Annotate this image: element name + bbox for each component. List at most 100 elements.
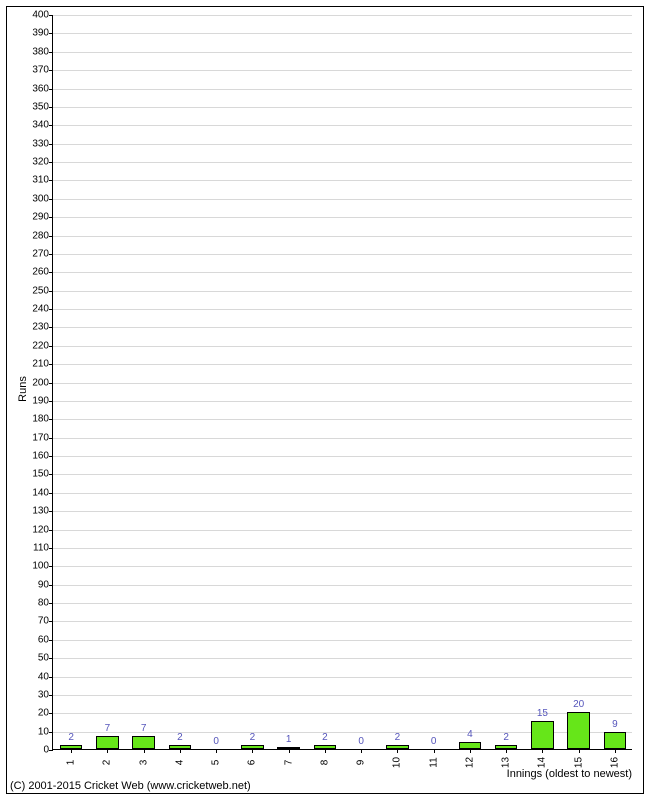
y-tick-label: 330: [32, 138, 49, 149]
x-tick-mark: [252, 749, 253, 753]
y-tick-mark: [49, 401, 53, 402]
y-tick-label: 270: [32, 248, 49, 259]
grid-line: [53, 640, 632, 641]
y-tick-label: 160: [32, 451, 49, 462]
y-tick-label: 370: [32, 65, 49, 76]
x-tick-label: 8: [319, 760, 330, 766]
x-tick-label: 13: [501, 757, 512, 768]
bar-value-label: 0: [431, 736, 437, 747]
y-tick-mark: [49, 327, 53, 328]
x-tick-label: 12: [464, 757, 475, 768]
grid-line: [53, 89, 632, 90]
y-tick-mark: [49, 107, 53, 108]
y-tick-mark: [49, 125, 53, 126]
y-tick-label: 110: [33, 542, 49, 553]
x-tick-label: 9: [356, 760, 367, 766]
y-tick-mark: [49, 474, 53, 475]
bar: [459, 742, 481, 749]
bar-value-label: 0: [213, 736, 219, 747]
y-tick-mark: [49, 658, 53, 659]
y-tick-mark: [49, 199, 53, 200]
y-tick-mark: [49, 621, 53, 622]
y-tick-label: 350: [32, 101, 49, 112]
y-tick-label: 50: [38, 653, 49, 664]
x-tick-label: 15: [573, 757, 584, 768]
bar: [96, 736, 118, 749]
y-tick-label: 320: [32, 157, 49, 168]
y-tick-mark: [49, 346, 53, 347]
y-tick-mark: [49, 695, 53, 696]
y-tick-mark: [49, 511, 53, 512]
y-tick-mark: [49, 493, 53, 494]
y-tick-label: 60: [38, 634, 49, 645]
grid-line: [53, 52, 632, 53]
grid-line: [53, 511, 632, 512]
copyright-text: (C) 2001-2015 Cricket Web (www.cricketwe…: [10, 780, 251, 792]
x-tick-label: 16: [609, 757, 620, 768]
y-tick-mark: [49, 456, 53, 457]
y-tick-mark: [49, 254, 53, 255]
y-tick-mark: [49, 89, 53, 90]
x-tick-mark: [579, 749, 580, 753]
bar: [495, 745, 517, 749]
grid-line: [53, 419, 632, 420]
grid-line: [53, 695, 632, 696]
y-tick-label: 170: [32, 432, 49, 443]
y-tick-mark: [49, 530, 53, 531]
grid-line: [53, 217, 632, 218]
grid-line: [53, 107, 632, 108]
bar-value-label: 7: [141, 723, 147, 734]
bar-value-label: 2: [503, 732, 509, 743]
y-tick-mark: [49, 364, 53, 365]
y-tick-mark: [49, 33, 53, 34]
y-tick-mark: [49, 750, 53, 751]
x-tick-label: 10: [392, 757, 403, 768]
y-tick-label: 20: [38, 708, 49, 719]
y-tick-mark: [49, 309, 53, 310]
x-tick-label: 5: [211, 760, 222, 766]
y-tick-label: 90: [38, 579, 49, 590]
bar: [604, 732, 626, 749]
y-tick-label: 180: [32, 414, 49, 425]
grid-line: [53, 530, 632, 531]
grid-line: [53, 548, 632, 549]
grid-line: [53, 585, 632, 586]
y-tick-label: 100: [32, 561, 49, 572]
bar-value-label: 20: [573, 699, 584, 710]
grid-line: [53, 493, 632, 494]
y-tick-mark: [49, 438, 53, 439]
bar: [241, 745, 263, 749]
bar-value-label: 4: [467, 729, 473, 740]
bar-value-label: 1: [286, 734, 292, 745]
grid-line: [53, 309, 632, 310]
bar: [567, 712, 589, 749]
y-tick-label: 70: [38, 616, 49, 627]
y-axis-title: Runs: [17, 376, 29, 402]
y-tick-label: 40: [38, 671, 49, 682]
bar-value-label: 2: [250, 732, 256, 743]
y-tick-mark: [49, 677, 53, 678]
bar: [386, 745, 408, 749]
y-tick-mark: [49, 180, 53, 181]
y-tick-label: 130: [32, 506, 49, 517]
bar: [169, 745, 191, 749]
grid-line: [53, 438, 632, 439]
bar: [60, 745, 82, 749]
y-tick-mark: [49, 383, 53, 384]
bar: [132, 736, 154, 749]
grid-line: [53, 566, 632, 567]
grid-line: [53, 327, 632, 328]
grid-line: [53, 401, 632, 402]
y-tick-mark: [49, 603, 53, 604]
bar-value-label: 2: [68, 732, 74, 743]
x-tick-mark: [542, 749, 543, 753]
y-tick-label: 10: [38, 726, 49, 737]
y-tick-mark: [49, 15, 53, 16]
x-tick-label: 4: [174, 760, 185, 766]
y-tick-label: 390: [32, 28, 49, 39]
y-tick-label: 220: [32, 340, 49, 351]
bar-value-label: 2: [177, 732, 183, 743]
bar-value-label: 7: [105, 723, 111, 734]
grid-line: [53, 474, 632, 475]
x-tick-mark: [434, 749, 435, 753]
